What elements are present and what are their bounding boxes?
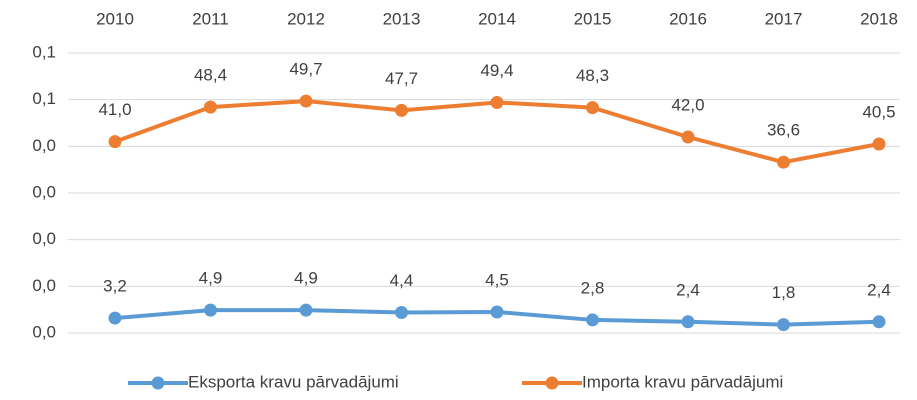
data-point	[586, 101, 599, 115]
y-tick-label: 0,1	[32, 42, 56, 61]
data-label: 42,0	[671, 95, 704, 114]
data-point	[872, 137, 886, 151]
data-label: 4,4	[390, 271, 414, 290]
data-point	[299, 303, 313, 317]
data-point	[204, 100, 217, 114]
y-tick-label: 0,0	[32, 229, 56, 248]
data-label: 3,2	[103, 277, 127, 296]
y-tick-label: 0,0	[32, 276, 56, 295]
data-point	[108, 311, 122, 325]
legend-marker	[151, 376, 165, 390]
data-point	[395, 103, 408, 117]
data-label: 4,9	[199, 269, 223, 288]
data-label: 49,4	[480, 61, 513, 80]
series-line	[114, 99, 880, 165]
data-label: 2,8	[581, 278, 605, 297]
x-tick-label: 2010	[96, 9, 134, 28]
y-tick-label: 0,0	[32, 136, 56, 155]
data-label: 49,7	[289, 60, 322, 79]
data-point	[586, 313, 599, 327]
data-label: 40,5	[862, 102, 895, 121]
data-point	[490, 305, 504, 319]
data-label: 36,6	[767, 121, 800, 140]
data-point	[299, 94, 313, 108]
data-label: 1,8	[772, 283, 796, 302]
x-tick-label: 2018	[860, 9, 898, 28]
data-point	[108, 135, 122, 149]
data-label: 2,4	[867, 280, 891, 299]
data-label: 4,5	[485, 270, 509, 289]
data-label: 4,9	[294, 269, 318, 288]
x-tick-label: 2012	[287, 9, 325, 28]
x-tick-label: 2011	[192, 9, 229, 28]
data-point	[681, 315, 695, 329]
data-point	[777, 155, 790, 169]
data-label: 47,7	[385, 69, 418, 88]
data-label: 41,0	[98, 100, 131, 119]
x-tick-label: 2016	[669, 9, 707, 28]
data-point	[395, 305, 408, 319]
y-tick-label: 0,0	[32, 322, 56, 341]
x-tick-label: 2014	[478, 9, 516, 28]
data-label: 2,4	[676, 280, 700, 299]
data-label: 48,3	[576, 66, 609, 85]
y-tick-label: 0,1	[32, 89, 56, 108]
x-tick-label: 2013	[383, 9, 421, 28]
legend-marker	[545, 376, 559, 390]
x-tick-label: 2017	[765, 9, 803, 28]
legend-label: Importa kravu pārvadājumi	[582, 372, 783, 391]
data-point	[872, 315, 886, 329]
data-label: 48,4	[194, 66, 227, 85]
data-point	[204, 303, 217, 317]
legend-label: Eksporta kravu pārvadājumi	[188, 372, 399, 391]
x-tick-label: 2015	[574, 9, 612, 28]
data-point	[777, 318, 790, 332]
data-point	[681, 130, 695, 144]
y-tick-label: 0,0	[32, 182, 56, 201]
data-point	[490, 95, 504, 109]
